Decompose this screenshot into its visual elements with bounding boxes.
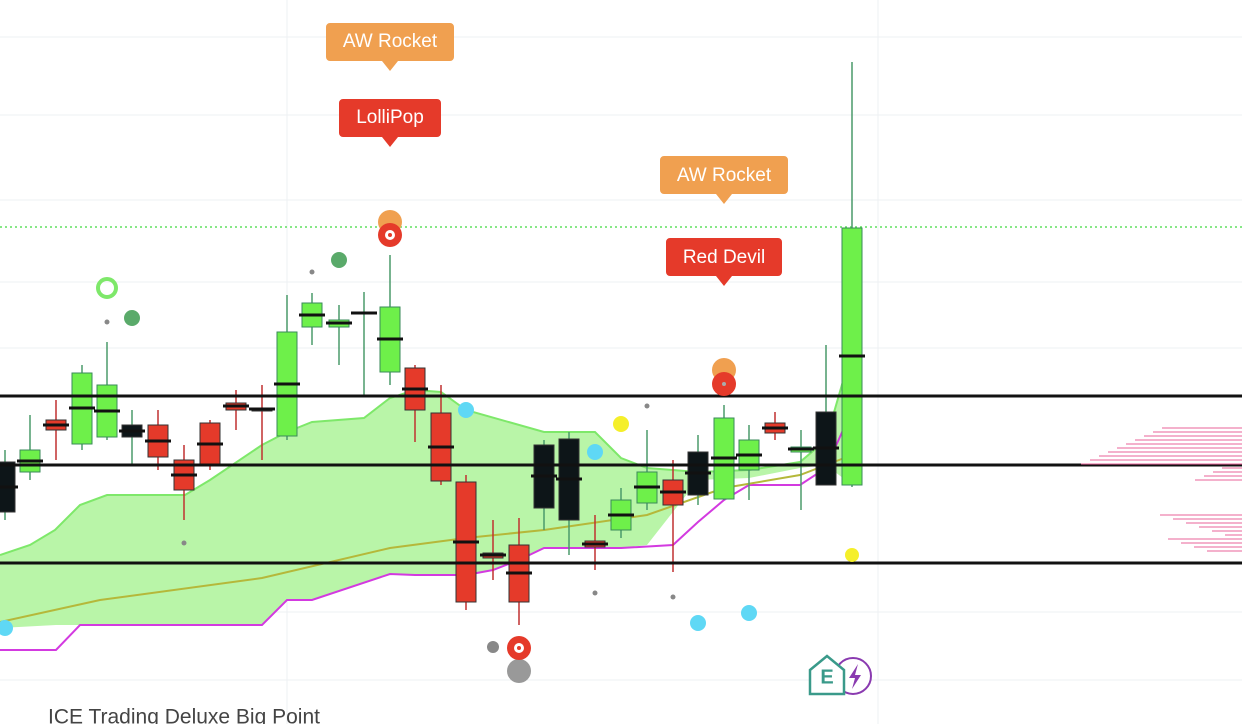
- olive-line: [0, 454, 853, 623]
- indicator-title: ICE Trading Deluxe Big Point: [48, 706, 320, 724]
- candles: [0, 62, 865, 625]
- signal-label: Red Devil: [666, 238, 782, 286]
- levels: [0, 394, 1242, 565]
- signal-label: AW Rocket: [660, 156, 788, 204]
- label-text: AW Rocket: [677, 165, 772, 186]
- label-text: Red Devil: [683, 247, 765, 268]
- label-text: LolliPop: [356, 107, 424, 128]
- signal-label: LolliPop: [339, 99, 441, 147]
- badge-text: E: [820, 666, 833, 688]
- volume-profile: [1081, 427, 1242, 552]
- magenta-line: [0, 409, 853, 651]
- dots: [0, 210, 859, 683]
- earnings-badge[interactable]: E: [808, 654, 872, 696]
- signal-label: AW Rocket: [326, 23, 454, 71]
- label-text: AW Rocket: [343, 31, 438, 52]
- cloud: [0, 350, 852, 628]
